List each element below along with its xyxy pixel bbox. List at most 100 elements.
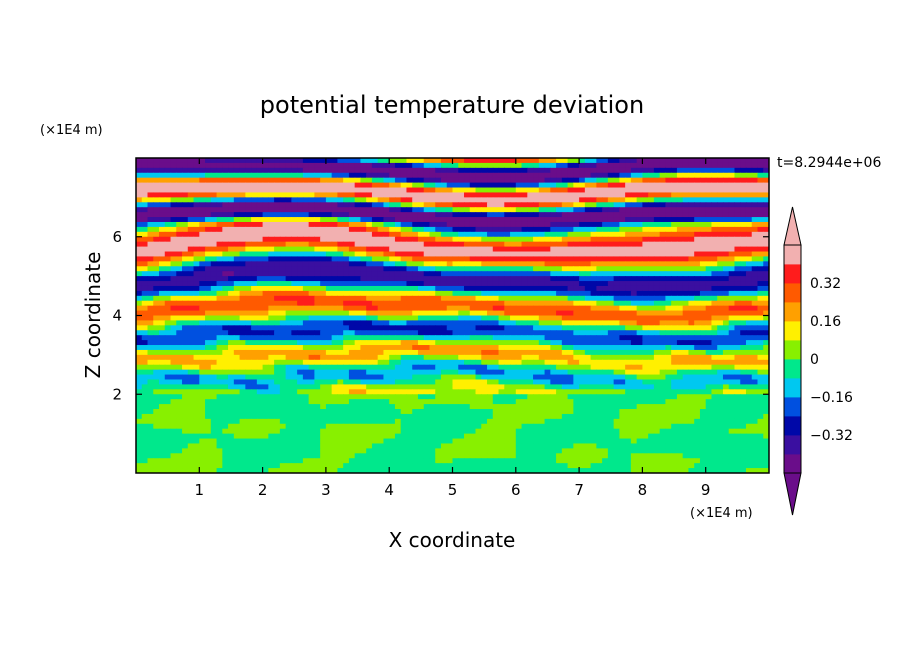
heatmap-cell	[487, 172, 494, 179]
heatmap-cell	[262, 256, 269, 262]
heatmap-cell	[429, 310, 436, 317]
heatmap-cell	[251, 226, 258, 233]
heatmap-cell	[182, 315, 189, 322]
heatmap-cell	[429, 281, 436, 287]
heatmap-cell	[728, 177, 736, 184]
heatmap-cell	[751, 261, 759, 267]
heatmap-cell	[343, 241, 350, 248]
heatmap-cell	[573, 335, 580, 341]
heatmap-cell	[331, 364, 338, 371]
heatmap-cell	[141, 207, 149, 213]
heatmap-cell	[671, 295, 678, 302]
heatmap-cell	[308, 285, 315, 292]
heatmap-cell	[682, 226, 690, 233]
heatmap-cell	[308, 261, 315, 267]
heatmap-cell	[176, 281, 183, 287]
heatmap-cell	[763, 172, 769, 179]
heatmap-cell	[435, 281, 442, 287]
heatmap-cell	[550, 330, 557, 336]
heatmap-cell	[389, 266, 396, 272]
heatmap-cell	[176, 202, 183, 208]
heatmap-cell	[751, 241, 759, 248]
heatmap-cell	[199, 315, 206, 322]
heatmap-cell	[671, 374, 678, 381]
heatmap-cell	[389, 246, 396, 253]
heatmap-cell	[665, 271, 672, 277]
heatmap-cell	[659, 197, 667, 203]
heatmap-cell	[740, 192, 747, 198]
heatmap-cell	[607, 266, 615, 272]
heatmap-cell	[320, 300, 327, 307]
heatmap-cell	[383, 241, 390, 248]
heatmap-cell	[533, 217, 540, 223]
heatmap-cell	[671, 315, 678, 322]
heatmap-cell	[510, 285, 517, 292]
heatmap-cell	[325, 162, 333, 169]
heatmap-cell	[245, 315, 252, 322]
heatmap-cell	[625, 374, 632, 381]
heatmap-cell	[440, 374, 448, 381]
heatmap-cell	[366, 325, 373, 331]
heatmap-cell	[653, 217, 661, 223]
heatmap-cell	[492, 236, 500, 243]
heatmap-cell	[159, 320, 166, 326]
heatmap-cell	[596, 172, 603, 179]
heatmap-cell	[245, 221, 252, 228]
heatmap-cell	[538, 374, 546, 381]
heatmap-cell	[544, 335, 551, 341]
heatmap-cell	[705, 197, 713, 203]
heatmap-cell	[268, 158, 275, 164]
heatmap-cell	[337, 221, 344, 228]
heatmap-cell	[510, 172, 517, 179]
heatmap-cell	[550, 276, 557, 282]
heatmap-cell	[699, 305, 707, 312]
heatmap-cell	[630, 192, 638, 198]
heatmap-cell	[233, 354, 241, 361]
heatmap-cell	[193, 354, 200, 361]
heatmap-cell	[193, 330, 200, 336]
heatmap-cell	[199, 221, 206, 228]
heatmap-cell	[377, 241, 385, 248]
heatmap-cell	[389, 295, 396, 302]
heatmap-cell	[354, 369, 362, 376]
heatmap-cell	[745, 256, 753, 262]
heatmap-cell	[337, 330, 344, 336]
heatmap-cell	[682, 256, 690, 262]
heatmap-cell	[222, 330, 229, 336]
heatmap-cell	[239, 182, 246, 189]
heatmap-cell	[383, 330, 390, 336]
heatmap-cell	[763, 177, 769, 184]
heatmap-cell	[676, 345, 684, 351]
heatmap-cell	[406, 345, 413, 351]
heatmap-cell	[510, 320, 517, 326]
heatmap-cell	[337, 305, 344, 312]
heatmap-cell	[602, 261, 609, 267]
heatmap-cell	[429, 295, 436, 302]
heatmap-cell	[521, 310, 528, 317]
heatmap-cell	[446, 172, 454, 179]
heatmap-cell	[527, 310, 534, 317]
heatmap-cell	[187, 345, 195, 351]
heatmap-cell	[164, 226, 172, 233]
heatmap-cell	[377, 212, 385, 218]
heatmap-cell	[417, 162, 425, 169]
heatmap-cell	[745, 271, 753, 277]
heatmap-cell	[464, 266, 471, 272]
heatmap-cell	[694, 271, 701, 277]
heatmap-cell	[366, 182, 373, 189]
heatmap-cell	[665, 281, 672, 287]
heatmap-cell	[279, 241, 287, 248]
heatmap-cell	[533, 192, 540, 198]
heatmap-cell	[429, 182, 436, 189]
time-label: t=8.2944e+06	[777, 155, 881, 171]
heatmap-cell	[722, 192, 730, 198]
heatmap-cell	[164, 320, 172, 326]
heatmap-cell	[297, 217, 304, 223]
heatmap-cell	[343, 300, 350, 307]
heatmap-cell	[648, 271, 655, 277]
heatmap-cell	[711, 231, 718, 238]
heatmap-cell	[745, 330, 753, 336]
heatmap-cell	[515, 197, 523, 203]
heatmap-cell	[590, 276, 597, 282]
heatmap-cell	[371, 271, 379, 277]
